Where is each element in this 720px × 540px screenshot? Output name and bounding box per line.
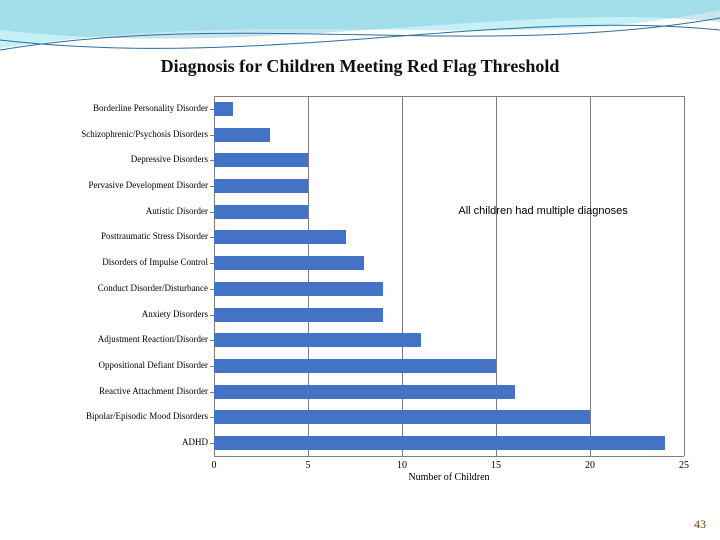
bar [214, 410, 590, 424]
plot-border-top [214, 96, 684, 97]
x-tick-label: 15 [491, 460, 501, 471]
x-tick-label: 5 [306, 460, 311, 471]
bar [214, 282, 383, 296]
chart-title: Diagnosis for Children Meeting Red Flag … [0, 56, 720, 77]
gridline [684, 96, 685, 456]
y-tick [210, 160, 214, 161]
plot-area [214, 96, 684, 456]
category-label: Depressive Disorders [131, 154, 208, 164]
bar [214, 333, 421, 347]
y-tick [210, 417, 214, 418]
gridline [496, 96, 497, 456]
bar [214, 436, 665, 450]
y-tick [210, 212, 214, 213]
swoosh-line-1 [0, 18, 720, 50]
y-tick [210, 443, 214, 444]
category-label: ADHD [182, 437, 208, 447]
annotation-text: All children had multiple diagnoses [458, 205, 627, 217]
y-tick [210, 109, 214, 110]
bar [214, 128, 270, 142]
swoosh-fill-2 [0, 0, 720, 39]
x-tick-label: 25 [679, 460, 689, 471]
gridline [590, 96, 591, 456]
category-label: Anxiety Disorders [142, 309, 208, 319]
category-label: Reactive Attachment Disorder [99, 386, 208, 396]
y-tick [210, 366, 214, 367]
bar [214, 153, 308, 167]
page-number: 43 [694, 517, 706, 532]
category-label: Bipolar/Episodic Mood Disorders [86, 411, 208, 421]
gridline [214, 96, 215, 456]
category-label: Pervasive Development Disorder [89, 180, 208, 190]
bar [214, 308, 383, 322]
y-tick [210, 315, 214, 316]
category-label: Posttraumatic Stress Disorder [101, 231, 208, 241]
bar [214, 256, 364, 270]
x-tick-label: 0 [212, 460, 217, 471]
category-label: Adjustment Reaction/Disorder [98, 334, 208, 344]
gridline [402, 96, 403, 456]
category-label: Schizophrenic/Psychosis Disorders [81, 129, 208, 139]
category-label: Disorders of Impulse Control [102, 257, 208, 267]
y-tick [210, 289, 214, 290]
x-axis-line [214, 456, 684, 457]
y-tick [210, 237, 214, 238]
category-label: Conduct Disorder/Disturbance [98, 283, 208, 293]
x-tick-label: 10 [397, 460, 407, 471]
x-axis-title: Number of Children [408, 472, 489, 483]
bar [214, 359, 496, 373]
swoosh-fill-1 [0, 0, 720, 48]
bar [214, 205, 308, 219]
gridline [308, 96, 309, 456]
y-tick [210, 263, 214, 264]
y-tick [210, 340, 214, 341]
bar [214, 179, 308, 193]
x-tick-label: 20 [585, 460, 595, 471]
y-tick [210, 186, 214, 187]
chart-container: Borderline Personality Disorder Schizophr… [30, 96, 690, 496]
y-tick [210, 392, 214, 393]
bar [214, 102, 233, 116]
bar [214, 385, 515, 399]
category-label: Borderline Personality Disorder [93, 103, 208, 113]
swoosh-line-2 [0, 25, 720, 48]
category-label: Oppositional Defiant Disorder [99, 360, 208, 370]
bar [214, 230, 346, 244]
y-tick [210, 135, 214, 136]
category-label: Autistic Disorder [146, 206, 208, 216]
